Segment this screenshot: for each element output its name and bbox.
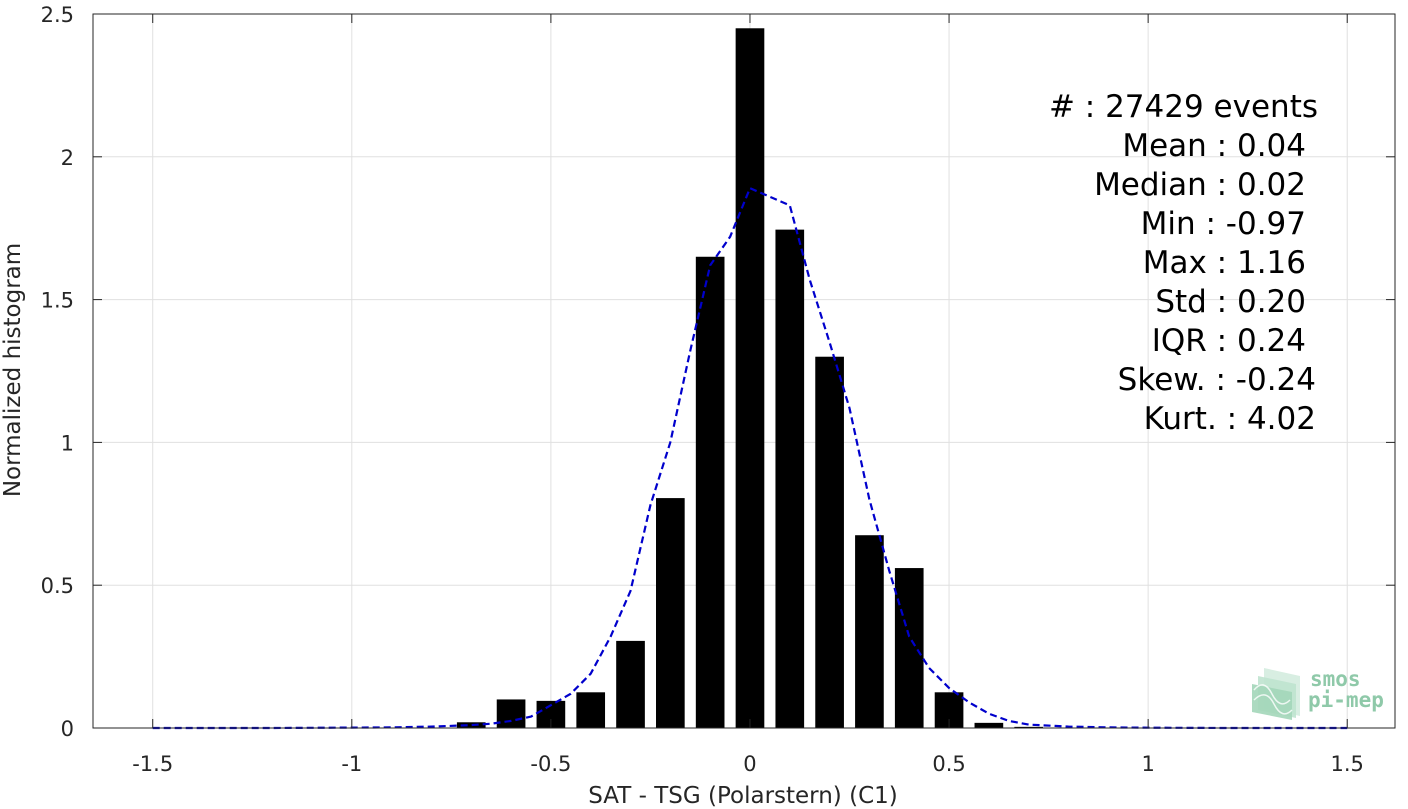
y-tick-label: 1 [61, 431, 74, 455]
axis-ticks [93, 13, 1395, 729]
histogram-bar [894, 568, 924, 728]
x-tick-label: -1 [341, 752, 362, 776]
stat-line: Mean : 0.04 [1122, 128, 1306, 164]
logo-icon [1252, 668, 1300, 720]
stat-line: Max : 1.16 [1143, 245, 1306, 281]
stat-line: IQR : 0.24 [1152, 323, 1306, 359]
histogram-bar [656, 498, 685, 728]
y-tick-label: 2 [61, 146, 74, 170]
histogram-bar [855, 535, 884, 728]
stat-line: Std : 0.20 [1155, 284, 1306, 320]
stat-line: Median : 0.02 [1094, 167, 1306, 203]
y-tick-label: 1.5 [41, 289, 74, 313]
histogram-bar [695, 256, 725, 728]
x-axis-label: SAT - TSG (Polarstern) (C1) [588, 783, 897, 809]
stat-line: Skew. : -0.24 [1118, 362, 1316, 398]
x-tick-label: 1 [1141, 752, 1154, 776]
histogram-bar [1014, 726, 1044, 728]
x-tick-label: 0 [743, 752, 756, 776]
histogram-bar [496, 699, 526, 728]
stat-line: Min : -0.97 [1141, 206, 1306, 242]
histogram-bar [576, 692, 606, 728]
y-tick-label: 0.5 [41, 574, 74, 598]
histogram-bar [456, 722, 486, 728]
histogram-bar [974, 722, 1004, 728]
y-tick-label: 0 [61, 717, 74, 741]
fit-curve [152, 186, 1348, 730]
y-tick-labels: 0 0.5 1 1.5 2 2.5 [41, 3, 74, 741]
stat-line: Kurt. : 4.02 [1144, 401, 1316, 437]
stat-line: # : 27429 events [1049, 89, 1318, 125]
logo-line-1: smos [1310, 667, 1361, 691]
histogram-bars [456, 28, 1044, 729]
histogram-bar [616, 640, 645, 728]
histogram-bar [735, 28, 765, 728]
x-tick-label: 0.5 [932, 752, 965, 776]
smos-pi-mep-logo: smos pi-mep [1252, 667, 1384, 720]
x-tick-label: -0.5 [530, 752, 571, 776]
y-tick-label: 2.5 [41, 3, 74, 27]
x-tick-label: 1.5 [1331, 752, 1364, 776]
histogram-bar [815, 356, 844, 728]
x-tick-label: -1.5 [132, 752, 173, 776]
x-tick-labels: -1.5 -1 -0.5 0 0.5 1 1.5 [132, 752, 1364, 776]
plot-frame [92, 13, 1396, 729]
histogram-bar [775, 229, 805, 729]
logo-line-2: pi-mep [1308, 688, 1384, 712]
y-axis-label: Normalized histogram [0, 243, 26, 497]
